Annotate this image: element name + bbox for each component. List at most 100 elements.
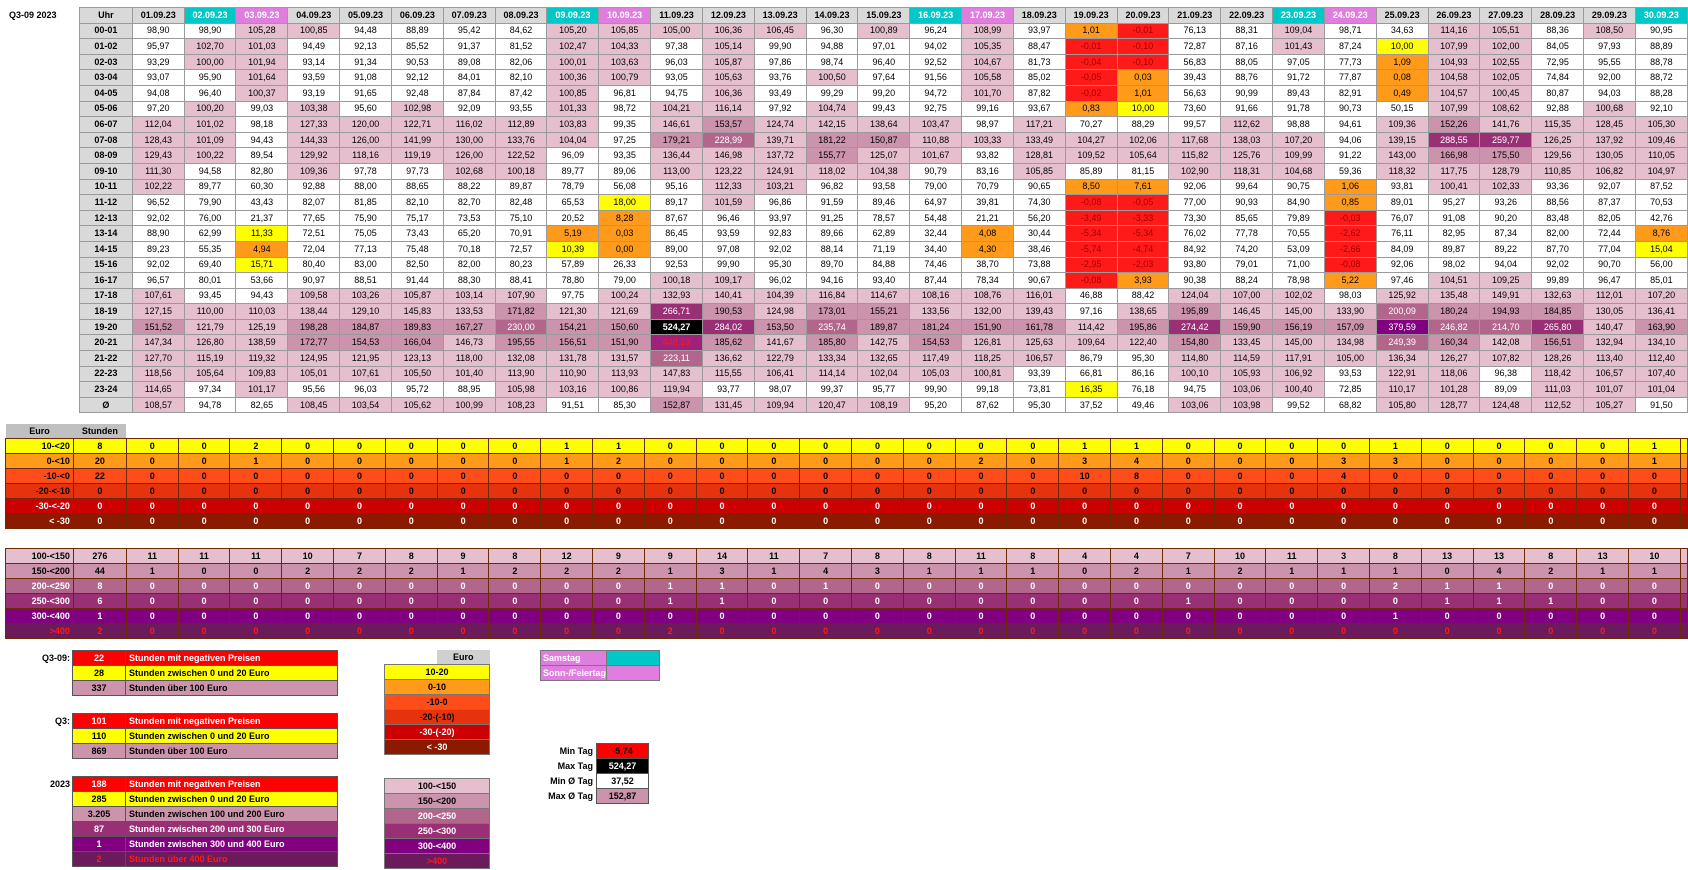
count-cell: 0 <box>488 483 542 499</box>
price-cell: 95,42 <box>442 22 496 40</box>
price-cell: 136,62 <box>701 350 755 367</box>
hour-label: 06-07 <box>78 116 133 133</box>
price-cell: 154,53 <box>339 334 392 352</box>
price-cell: 92,07 <box>1583 178 1636 196</box>
count-cell: 0 <box>229 498 283 514</box>
count-cell: 0 <box>1265 468 1319 484</box>
count-cell: 1 <box>1472 578 1526 594</box>
price-cell: 96,38 <box>1479 365 1533 383</box>
count-cell: 0 <box>1110 483 1163 499</box>
price-cell: 129,56 <box>1531 147 1584 164</box>
range-total: 8 <box>72 578 127 594</box>
price-cell: -2,95 <box>1064 256 1118 274</box>
price-cell: 288,55 <box>1427 131 1481 149</box>
price-cell: 69,40 <box>183 256 237 274</box>
price-cell: 82,00 <box>1531 225 1584 242</box>
count-cell: 0 <box>1627 623 1681 639</box>
price-cell: 100,50 <box>805 69 859 86</box>
price-cell: 108,62 <box>1479 100 1533 118</box>
price-cell: 100,86 <box>598 381 652 398</box>
count-cell: 1 <box>954 563 1008 579</box>
count-cell: 0 <box>177 498 231 514</box>
price-cell: 133,34 <box>805 350 859 367</box>
summary-text: Stunden mit negativen Preisen <box>125 776 338 792</box>
count-cell: 0 <box>954 498 1008 514</box>
price-cell: 127,70 <box>131 350 185 367</box>
price-cell: 78,79 <box>546 178 600 196</box>
legend-item: 150-<200 <box>384 793 490 809</box>
price-cell: 128,81 <box>1012 147 1066 164</box>
price-cell: 157,09 <box>1323 318 1377 336</box>
count-cell: 0 <box>695 468 749 484</box>
count-cell: 0 <box>1213 608 1267 624</box>
price-cell: 94,03 <box>1583 84 1636 102</box>
price-cell: 109,64 <box>1064 334 1118 352</box>
price-cell: 94,72 <box>909 84 963 102</box>
price-cell: 139,71 <box>753 131 807 149</box>
legend-item: 250-<300 <box>384 823 490 839</box>
count-cell: 0 <box>747 498 801 514</box>
price-cell: 118,42 <box>1531 365 1584 383</box>
price-cell: 107,61 <box>131 287 185 305</box>
price-cell: 88,65 <box>390 178 444 196</box>
price-cell: 99,18 <box>961 381 1014 398</box>
price-cell: 18,00 <box>598 194 652 211</box>
price-cell: 116,01 <box>1012 287 1066 305</box>
price-cell: 108,45 <box>287 396 341 414</box>
price-cell: 88,36 <box>1531 22 1584 40</box>
price-cell: 144,33 <box>287 131 341 149</box>
price-cell: 136,44 <box>650 147 703 164</box>
price-cell: 80,87 <box>1531 84 1584 102</box>
price-cell: 76,13 <box>1168 22 1222 40</box>
edge-cell <box>1679 483 1688 499</box>
count-header-row: Euro Stunden <box>5 424 1688 439</box>
count-cell: 9 <box>436 548 490 564</box>
price-cell: 105,14 <box>701 38 755 55</box>
hour-label: 19-20 <box>78 318 133 336</box>
price-cell: 124,91 <box>753 162 807 180</box>
price-cell: 100,00 <box>183 53 237 71</box>
count-cell: 0 <box>643 468 697 484</box>
price-cell: 104,57 <box>1427 84 1481 102</box>
count-row: 10-<20 8 0 0 2 0 0 0 0 0 1 1 0 0 0 0 0 0 0 0 1 1 0 0 0 0 1 0 0 0 0 1 <box>5 438 1688 454</box>
price-cell: 102,68 <box>442 162 496 180</box>
count-cell: 0 <box>799 453 853 469</box>
summary-count: 337 <box>72 680 126 696</box>
count-cell: 0 <box>1627 593 1681 609</box>
count-cell: 8 <box>384 548 438 564</box>
price-cell: 56,63 <box>1168 84 1222 102</box>
price-cell: 15,04 <box>1634 240 1688 258</box>
price-cell: 0,03 <box>598 225 652 242</box>
count-cell: 2 <box>229 438 283 454</box>
price-cell: 89,87 <box>494 178 548 196</box>
count-cell: 7 <box>799 548 853 564</box>
count-cell: 0 <box>229 608 283 624</box>
range-label: 200-<250 <box>5 578 74 594</box>
summary-row: 2 Stunden über 400 Euro <box>72 851 338 867</box>
legend-row: -10-0 <box>384 694 490 710</box>
price-cell: 92,00 <box>1583 69 1636 86</box>
summary-table: 188 Stunden mit negativen Preisen 285 Stund… <box>72 776 338 867</box>
count-cell: 0 <box>1368 623 1422 639</box>
hour-header: Uhr <box>78 7 133 24</box>
spacer <box>0 163 79 179</box>
price-cell: 101,40 <box>442 365 496 383</box>
price-cell: 97,08 <box>701 240 755 258</box>
count-cell: 0 <box>1472 483 1526 499</box>
price-cell: 140,41 <box>701 287 755 305</box>
weekend-legend-label: Sonn-/Feiertag <box>539 665 608 681</box>
price-cell: 100,45 <box>1479 84 1533 102</box>
price-cell: 71,00 <box>1272 256 1325 274</box>
price-cell: 113,40 <box>1583 350 1636 367</box>
count-cell: 0 <box>799 483 853 499</box>
price-cell: 88,47 <box>1012 38 1066 55</box>
price-cell: 8,76 <box>1634 225 1688 242</box>
price-cell: 88,95 <box>442 381 496 398</box>
legend-row: 150-<200 <box>384 793 490 809</box>
price-cell: 93,36 <box>1531 178 1584 196</box>
price-cell: 95,90 <box>183 69 237 86</box>
price-cell: 83,48 <box>1531 209 1584 227</box>
price-cell: 105,50 <box>390 365 444 383</box>
table-row: 02-03 93,29 100,00 101,94 93,14 91,34 90,53 89,… <box>0 53 1688 71</box>
negative-legend: Euro 10-20 0-10 -10-0 -20-(-10) -30-(-20) < -3… <box>384 650 490 755</box>
